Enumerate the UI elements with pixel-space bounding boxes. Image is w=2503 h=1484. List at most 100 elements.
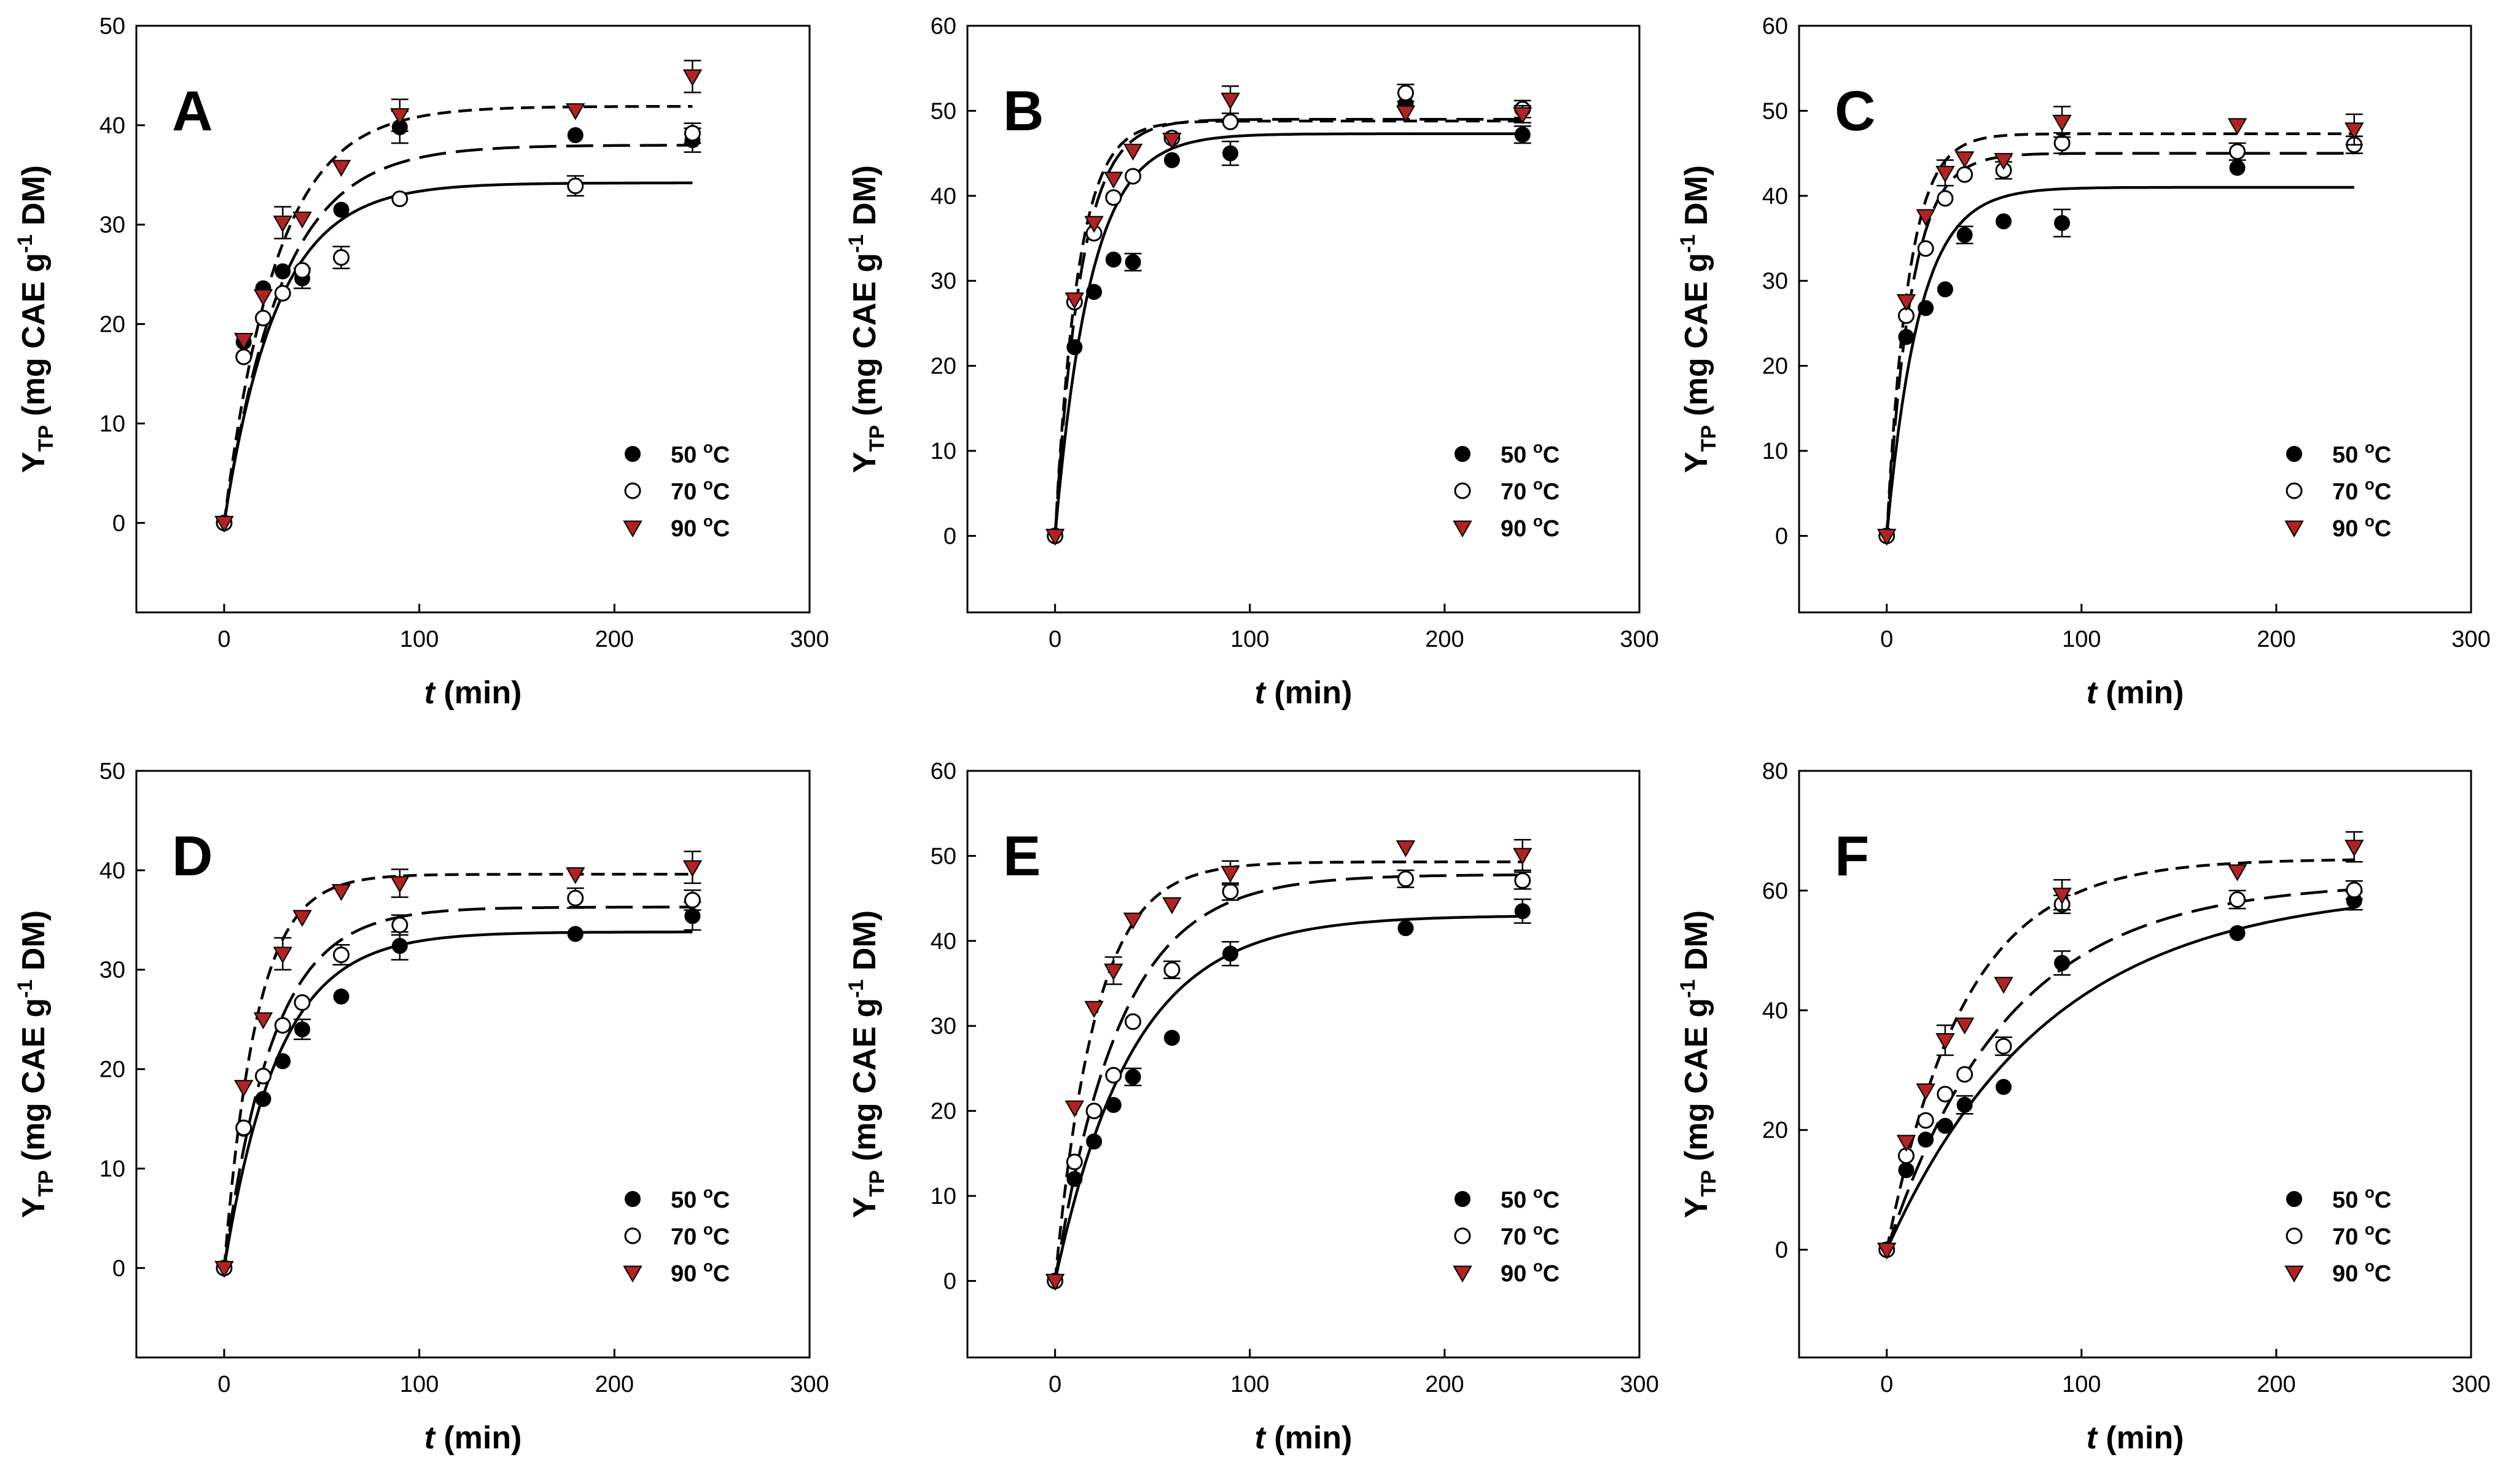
x-tick-label: 100 bbox=[2062, 627, 2101, 652]
x-tick-label: 300 bbox=[1620, 627, 1658, 652]
x-tick-label: 100 bbox=[400, 1372, 439, 1397]
data-point-90 bbox=[390, 108, 410, 125]
data-point-90 bbox=[2345, 122, 2364, 139]
plot-frame bbox=[135, 25, 811, 614]
legend-unit: C bbox=[1543, 1261, 1560, 1287]
data-point-90 bbox=[1123, 912, 1143, 930]
chart-panel-b: 0 100 200 300 0 10 20 30 40 50 60 t (min) YTP (mg CA… bbox=[845, 14, 1659, 711]
y-tick-label: 60 bbox=[931, 759, 956, 784]
data-point-50 bbox=[1898, 1162, 1915, 1178]
y-tick-label: 10 bbox=[100, 1156, 125, 1182]
y-tick-label: 20 bbox=[931, 1099, 956, 1125]
legend-value: 70 bbox=[2332, 1224, 2358, 1250]
x-axis-title: t (min) bbox=[2087, 1420, 2184, 1456]
y-tick-label: 10 bbox=[1762, 439, 1788, 464]
y-axis-title-unit-end: DM) bbox=[847, 910, 883, 980]
y-axis-title-sup: -1 bbox=[1676, 980, 1700, 998]
legend-label-90: 90 oC bbox=[1501, 1257, 1560, 1287]
data-point-70 bbox=[1222, 113, 1239, 130]
legend-unit-degree: o bbox=[703, 475, 713, 493]
data-point-90 bbox=[2227, 118, 2247, 135]
legend-unit: C bbox=[2375, 479, 2391, 505]
x-axis-title-unit: (min) bbox=[443, 675, 521, 711]
fit-curve-50 bbox=[222, 181, 693, 523]
fit-curve-70 bbox=[1053, 873, 1523, 1281]
data-point-50 bbox=[684, 908, 701, 924]
y-tick-label: 20 bbox=[100, 1057, 125, 1083]
legend-unit: C bbox=[2375, 1224, 2391, 1250]
data-point-50 bbox=[1898, 329, 1915, 345]
data-point-50 bbox=[2229, 925, 2246, 942]
legend-label-90: 90 oC bbox=[2332, 1257, 2391, 1287]
legend-unit-degree: o bbox=[703, 1183, 713, 1201]
data-point-90 bbox=[1954, 151, 1975, 168]
data-point-70 bbox=[274, 1017, 291, 1034]
y-axis-title-unit: (mg CAE g bbox=[847, 998, 883, 1162]
y-axis-title-sup: -1 bbox=[14, 235, 37, 253]
x-tick-label: 0 bbox=[217, 1372, 230, 1397]
data-point-50 bbox=[1125, 254, 1141, 270]
y-tick-label: 10 bbox=[931, 439, 956, 464]
data-point-70 bbox=[1937, 190, 1954, 207]
legend-label-70: 70 oC bbox=[2332, 1220, 2391, 1250]
legend-marker-70 bbox=[624, 482, 641, 499]
legend-unit-degree: o bbox=[703, 1220, 713, 1238]
x-axis-title-unit: (min) bbox=[1274, 1420, 1352, 1456]
legend-value: 90 bbox=[1501, 516, 1526, 542]
data-point-50 bbox=[1105, 251, 1122, 268]
x-tick-label: 300 bbox=[1620, 1372, 1658, 1397]
legend-marker-50 bbox=[2286, 446, 2302, 462]
data-point-90 bbox=[1064, 292, 1085, 310]
data-point-90 bbox=[1064, 1100, 1085, 1118]
plot-frame bbox=[966, 770, 1641, 1359]
data-point-90 bbox=[1123, 143, 1143, 161]
data-point-90 bbox=[2052, 114, 2072, 132]
legend-unit-degree: o bbox=[1533, 1220, 1543, 1238]
y-tick-label: 60 bbox=[931, 14, 956, 39]
y-tick-label: 0 bbox=[112, 1256, 125, 1281]
legend-label-90: 90 oC bbox=[671, 1257, 730, 1287]
legend-label-50: 50 oC bbox=[1501, 438, 1560, 468]
data-point-90 bbox=[682, 69, 703, 87]
x-axis-title-var: t bbox=[424, 1420, 437, 1456]
y-axis-title-unit-end: DM) bbox=[847, 165, 883, 235]
data-point-90 bbox=[1876, 1243, 1897, 1260]
legend-label-70: 70 oC bbox=[2332, 475, 2391, 505]
data-point-90 bbox=[1935, 1033, 1955, 1050]
data-point-90 bbox=[1162, 132, 1182, 150]
legend-unit: C bbox=[1543, 516, 1560, 542]
data-point-90 bbox=[1104, 963, 1123, 981]
legend-label-50: 50 oC bbox=[2332, 438, 2391, 468]
data-point-90 bbox=[273, 947, 292, 964]
data-point-90 bbox=[1994, 977, 2013, 994]
data-point-90 bbox=[1994, 153, 2013, 170]
y-tick-label: 40 bbox=[100, 858, 125, 884]
x-tick-label: 200 bbox=[2257, 627, 2295, 652]
data-point-70 bbox=[1105, 189, 1122, 206]
panel-label: D bbox=[172, 825, 213, 888]
data-point-90 bbox=[1916, 1083, 1935, 1101]
data-point-70 bbox=[235, 1119, 252, 1136]
x-tick-label: 200 bbox=[595, 627, 634, 652]
data-point-70 bbox=[2053, 135, 2071, 152]
data-point-90 bbox=[292, 211, 312, 229]
fit-curve-90 bbox=[1885, 858, 2354, 1251]
y-axis-title-main: Y bbox=[847, 1197, 883, 1218]
y-tick-label: 0 bbox=[1775, 1238, 1788, 1263]
data-point-70 bbox=[684, 891, 701, 908]
chart-panel-d: 0 100 200 300 0 10 20 30 40 50 t (min) YTP (mg CAE … bbox=[14, 759, 829, 1456]
data-point-50 bbox=[2054, 215, 2071, 232]
x-axis-title-unit: (min) bbox=[1274, 675, 1352, 711]
data-point-70 bbox=[684, 125, 701, 142]
data-point-50 bbox=[333, 988, 349, 1005]
data-point-50 bbox=[1105, 1096, 1122, 1113]
data-point-70 bbox=[1163, 961, 1181, 978]
x-tick-label: 0 bbox=[1880, 1372, 1893, 1397]
data-point-90 bbox=[331, 884, 351, 901]
legend-marker-50 bbox=[625, 1191, 641, 1207]
x-axis-title-unit: (min) bbox=[2106, 1420, 2184, 1456]
data-point-70 bbox=[1222, 883, 1239, 900]
data-point-70 bbox=[1956, 166, 1974, 183]
data-point-70 bbox=[567, 889, 584, 907]
data-point-50 bbox=[1514, 127, 1531, 143]
